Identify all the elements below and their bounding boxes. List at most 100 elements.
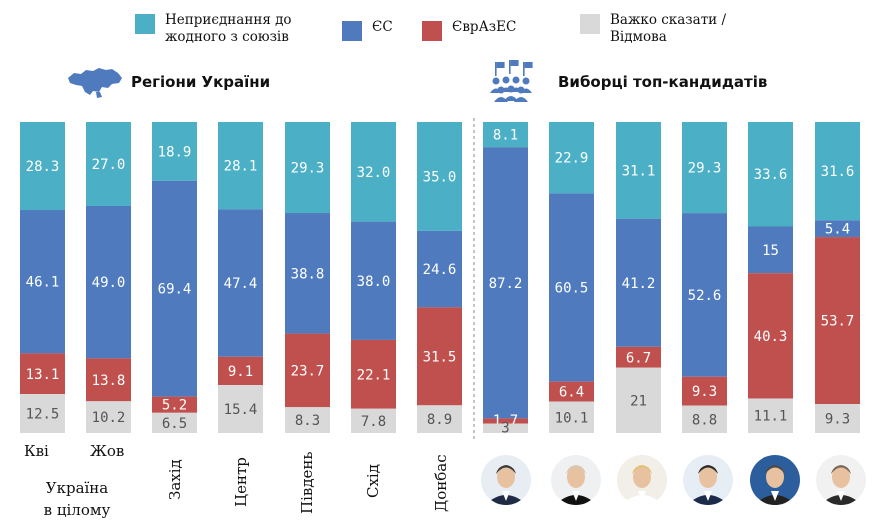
bar-segment [285, 122, 330, 214]
data-label: 31.1 [622, 163, 656, 179]
data-label: 5.2 [162, 398, 187, 414]
bar-segment [682, 376, 727, 406]
ukraine-map-icon [68, 68, 122, 98]
data-label: 8.1 [493, 128, 518, 144]
data-label: 10.2 [92, 410, 126, 426]
bar-segment [815, 237, 860, 405]
bar-segment [815, 220, 860, 238]
data-label: 28.1 [224, 159, 258, 175]
bar-segment [218, 122, 263, 210]
data-label: 22.1 [357, 367, 391, 383]
data-label: 13.8 [92, 373, 126, 389]
bar-segment [549, 401, 594, 433]
x-tick-label-zakhid: Захід [166, 459, 184, 500]
legend-label: Важко сказати / Відмова [610, 12, 727, 45]
bar-segment [86, 401, 131, 433]
data-label: 11.1 [754, 409, 788, 425]
bar-segment [20, 394, 65, 433]
data-label: 5.4 [825, 222, 850, 238]
data-label: 8.8 [692, 412, 717, 428]
bar-segment [218, 356, 263, 386]
data-label: 35.0 [423, 169, 457, 185]
data-label: 41.2 [622, 276, 656, 292]
bar-segment [351, 339, 396, 409]
data-label: 31.5 [423, 349, 457, 365]
voters-crowd-icon [490, 60, 533, 102]
data-label: 22.9 [555, 151, 589, 167]
section-title-regions: Регіони України [131, 73, 271, 91]
data-label: 6.5 [162, 416, 187, 432]
bar-segment [748, 226, 793, 274]
bar-segment [351, 221, 396, 340]
x-tick-label-skhid: Схід [364, 464, 382, 498]
legend-item-eurasec: ЄврАзЕС [422, 19, 516, 41]
data-label: 18.9 [158, 144, 192, 160]
bar-segment [86, 205, 131, 359]
legend-item-undecided: Важко сказати / Відмова [580, 12, 726, 46]
x-tick-label-donbas: Донбас [432, 454, 450, 512]
data-label: 13.1 [26, 367, 60, 383]
bar-segment [417, 405, 462, 433]
candidate-portrait-5 [750, 455, 800, 505]
bar-segment [417, 307, 462, 406]
x-tick-label-pivden: Південь [298, 451, 316, 514]
bar-segment [285, 333, 330, 408]
bar-segment [616, 367, 661, 433]
data-label: 29.3 [291, 161, 325, 177]
data-label: 28.3 [26, 159, 60, 175]
bar-segment [285, 407, 330, 433]
section-title-voters: Виборці топ-кандидатів [558, 73, 768, 91]
bar-segment [20, 122, 65, 211]
bar-segment [616, 122, 661, 219]
bar-segment [682, 405, 727, 433]
bar-segment [351, 408, 396, 433]
candidate-portrait-4 [683, 455, 733, 505]
data-label: 60.5 [555, 280, 589, 296]
data-label: 15.4 [224, 402, 258, 418]
data-label: 27.0 [92, 157, 126, 173]
bar-segment [152, 412, 197, 433]
legend-label: Неприєднання до жодного з союзів [165, 12, 292, 45]
data-label: 24.6 [423, 262, 457, 278]
bar-segment [483, 418, 528, 424]
legend-swatch [135, 14, 155, 34]
bar-segment [20, 353, 65, 395]
legend-item-eu: ЄС [342, 19, 393, 41]
bar-segment [616, 346, 661, 368]
legend-label: ЄврАзЕС [452, 19, 517, 35]
bar-segment [748, 273, 793, 399]
data-label: 33.6 [754, 167, 788, 183]
candidate-portrait-1 [481, 455, 531, 505]
data-label: 69.4 [158, 282, 192, 298]
bar-segment [86, 122, 131, 206]
data-label: 9.1 [228, 364, 253, 380]
legend-label: ЄС [372, 19, 393, 35]
bar-segment [748, 398, 793, 433]
x-tick-label-zhov: Жов [90, 442, 125, 460]
bar-segment [218, 209, 263, 357]
legend-item-neutral: Неприєднання до жодного з союзів [135, 12, 292, 46]
ukraine-whole-label: Україна в цілому [43, 479, 111, 519]
bar-segment [417, 122, 462, 231]
bar-segment [285, 213, 330, 334]
candidate-portrait-2 [551, 455, 601, 505]
data-label: 15 [762, 243, 779, 259]
data-label: 6.4 [559, 385, 584, 401]
data-label: 10.1 [555, 410, 589, 426]
candidate-portrait-3 [617, 455, 667, 505]
data-label: 52.6 [688, 288, 722, 304]
bar-segment [483, 147, 528, 419]
bar-segment [549, 193, 594, 382]
x-tick-label-kvi: Кві [24, 442, 49, 460]
bar-segment [549, 122, 594, 194]
data-label: 40.3 [754, 329, 788, 345]
legend-swatch [342, 21, 362, 41]
bar-segment [748, 122, 793, 227]
data-label: 21 [630, 393, 647, 409]
legend-swatch [580, 14, 600, 34]
data-label: 32.0 [357, 165, 391, 181]
data-label: 9.3 [692, 384, 717, 400]
x-tick-label-tsentr: Центр [232, 457, 250, 507]
bar-segment [815, 122, 860, 221]
